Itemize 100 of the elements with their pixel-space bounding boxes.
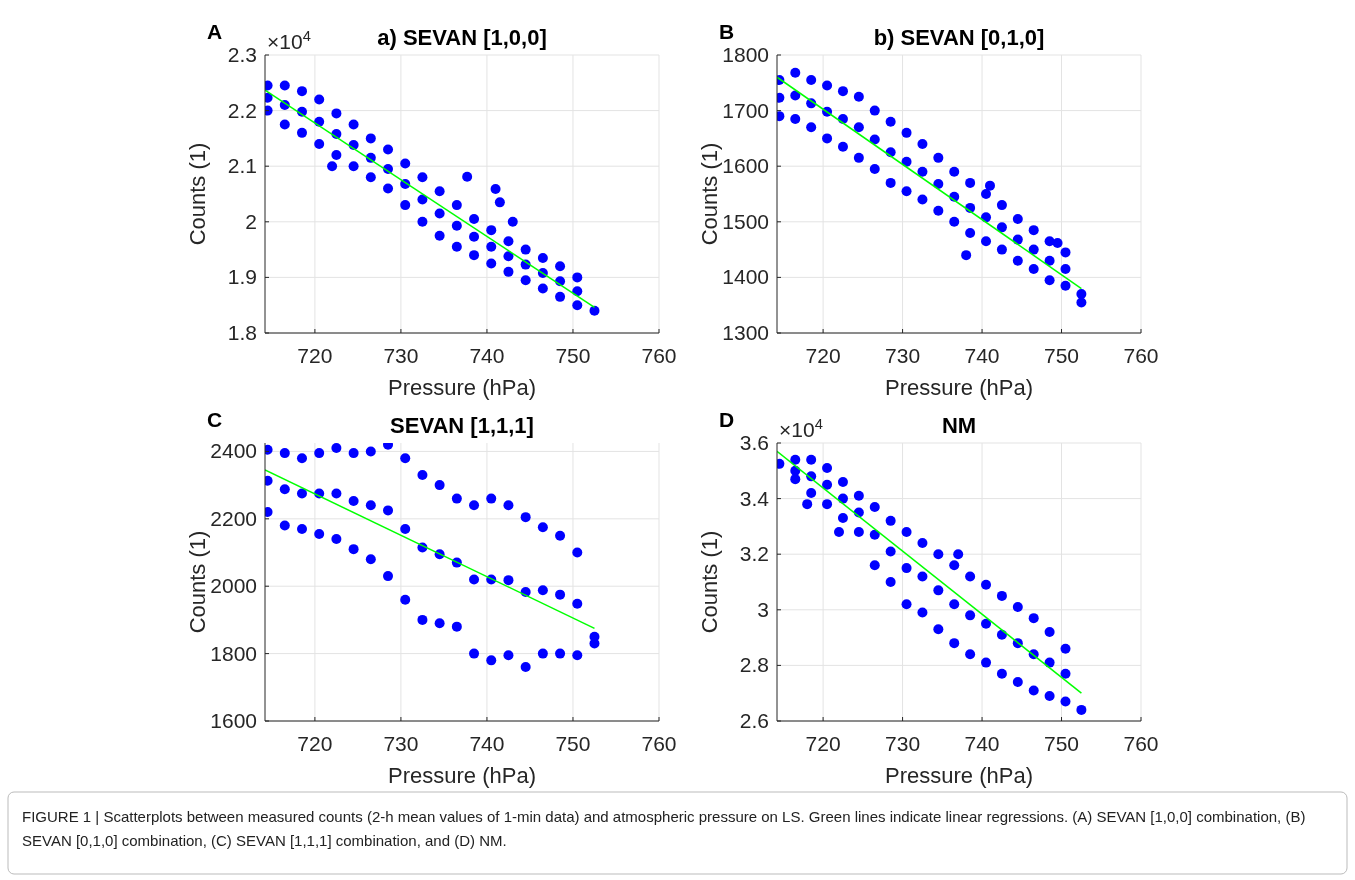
point [296, 453, 307, 464]
point [383, 505, 394, 516]
point [853, 490, 864, 501]
point [572, 650, 583, 661]
chart-title: NM [941, 413, 977, 438]
point [822, 499, 833, 510]
point [981, 579, 992, 590]
y-tick-label: 1700 [722, 98, 769, 122]
y-tick-label: 2.6 [739, 709, 769, 732]
point [348, 544, 359, 555]
point [965, 571, 976, 582]
text: ×10$^{4}$ [267, 28, 311, 53]
point [790, 474, 801, 485]
point [520, 512, 531, 523]
x-tick-label: 720 [297, 732, 333, 755]
point [806, 488, 817, 499]
point [537, 648, 548, 659]
y-tick-label: 2.2 [227, 98, 257, 122]
point [949, 560, 960, 571]
y-tick-label: 2.8 [739, 653, 769, 677]
x-tick-label: 740 [964, 732, 1000, 755]
x-tick-label: 730 [885, 732, 921, 755]
point [1044, 627, 1055, 638]
point [885, 515, 896, 526]
x-tick-label: 730 [383, 344, 419, 367]
point [1060, 643, 1071, 654]
point [822, 479, 833, 490]
point [348, 495, 359, 506]
y-tick-label: 2.3 [227, 43, 257, 66]
point [901, 563, 912, 574]
point [451, 493, 462, 504]
x-tick-label: 760 [641, 344, 677, 367]
point [434, 480, 445, 491]
point [802, 499, 813, 510]
y-tick-label: 1500 [722, 209, 769, 233]
y-tick-label: 1800 [722, 43, 769, 66]
point [331, 443, 342, 454]
point [933, 585, 944, 596]
text: C [207, 408, 223, 431]
text: A [207, 20, 223, 43]
point [917, 538, 928, 549]
point [400, 523, 411, 534]
point [314, 448, 325, 459]
x-tick-label: 760 [641, 732, 677, 755]
point [933, 624, 944, 635]
x-tick-label: 740 [964, 344, 1000, 367]
point [965, 610, 976, 621]
x-tick-label: 720 [805, 732, 841, 755]
point [486, 493, 497, 504]
point [469, 574, 480, 585]
point [1012, 677, 1023, 688]
point [417, 614, 428, 625]
point [296, 523, 307, 534]
point [822, 463, 833, 474]
point [348, 448, 359, 459]
point [869, 560, 880, 571]
point [981, 618, 992, 629]
chart-title: a) SEVAN [1,0,0] [377, 25, 547, 50]
point [572, 598, 583, 609]
y-tick-label: 3.4 [739, 486, 770, 510]
point [790, 454, 801, 465]
point [869, 501, 880, 512]
y-tick-label: 3.2 [739, 542, 769, 566]
x-tick-label: 760 [1123, 344, 1159, 367]
point [451, 621, 462, 632]
point [917, 607, 928, 618]
point [885, 546, 896, 557]
point [365, 554, 376, 565]
x-axis-title: Pressure (hPa) [388, 375, 536, 400]
point [1028, 685, 1039, 696]
point [383, 571, 394, 582]
point [503, 500, 514, 511]
y-tick-label: 2400 [210, 439, 257, 463]
point [400, 594, 411, 605]
y-tick-label: 1600 [210, 709, 257, 732]
y-tick-label: 2.1 [227, 154, 257, 178]
y-tick-label: 1.9 [227, 265, 257, 289]
y-tick-label: 2200 [210, 506, 257, 530]
point [996, 590, 1007, 601]
x-tick-label: 750 [555, 732, 591, 755]
x-tick-label: 740 [469, 732, 505, 755]
x-tick-label: 720 [805, 344, 841, 367]
point [279, 448, 290, 459]
y-tick-label: 1800 [210, 641, 257, 665]
point [331, 488, 342, 499]
x-axis-title: Pressure (hPa) [885, 763, 1033, 788]
point [901, 526, 912, 537]
point [981, 657, 992, 668]
point [965, 649, 976, 660]
point [296, 488, 307, 499]
point [314, 528, 325, 539]
point [837, 476, 848, 487]
x-tick-label: 740 [469, 344, 505, 367]
point [885, 577, 896, 587]
x-tick-label: 730 [885, 344, 921, 367]
y-axis-title: Counts (1) [697, 142, 722, 246]
point [520, 662, 531, 673]
point [1044, 690, 1055, 701]
point [917, 571, 928, 582]
point [469, 500, 480, 511]
